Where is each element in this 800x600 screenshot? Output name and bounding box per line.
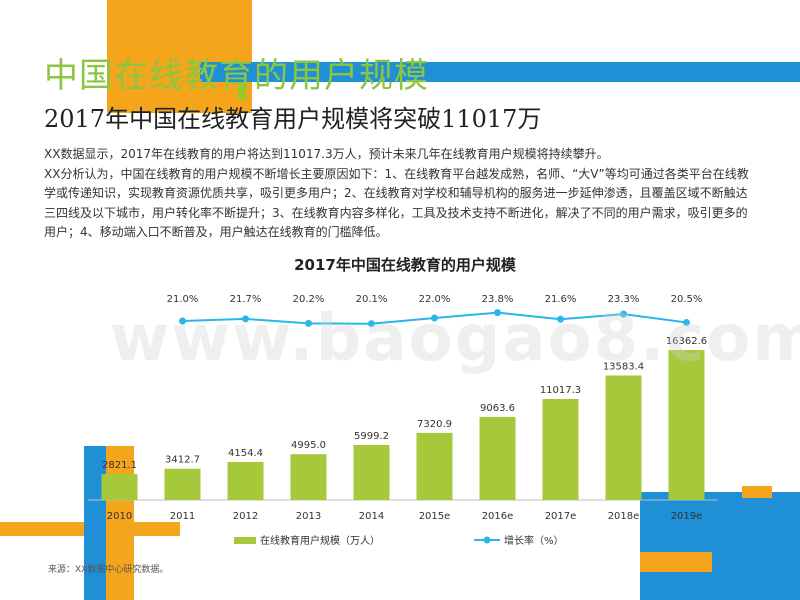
bar-value-label: 2821.1 bbox=[102, 460, 137, 471]
growth-rate-label: 21.0% bbox=[167, 294, 199, 305]
decorative-orange-strip bbox=[640, 552, 712, 572]
bar-series: 2821.1 3412.7 4154.4 4995.0 5999.2 7320.9 9063… bbox=[101, 336, 707, 500]
bar-value-label: 13583.4 bbox=[603, 361, 644, 372]
bar-2016e bbox=[479, 416, 516, 500]
bar-2012 bbox=[227, 461, 264, 500]
x-tick-label: 2015e bbox=[419, 511, 451, 522]
bar-value-label: 3412.7 bbox=[165, 455, 200, 466]
bar-value-label: 11017.3 bbox=[540, 385, 581, 396]
decorative-orange-column bbox=[106, 446, 134, 600]
decorative-orange-block bbox=[107, 0, 252, 113]
legend-line-marker bbox=[483, 536, 491, 544]
x-tick-label: 2017e bbox=[545, 511, 577, 522]
growth-rate-label: 21.6% bbox=[545, 294, 577, 305]
x-tick-label: 2012 bbox=[233, 511, 258, 522]
bar-2015e bbox=[416, 432, 453, 500]
legend-bar-swatch bbox=[234, 537, 256, 544]
chart-title: 2017年中国在线教育的用户规模 bbox=[294, 256, 517, 274]
growth-rate-point bbox=[494, 309, 501, 317]
growth-rate-label: 23.3% bbox=[608, 294, 640, 305]
growth-rate-point bbox=[242, 315, 249, 323]
bar-2018e bbox=[605, 375, 642, 500]
legend-bar-label: 在线教育用户规模（万人） bbox=[260, 534, 380, 547]
bar-2011 bbox=[164, 468, 201, 500]
growth-rate-label: 20.2% bbox=[293, 294, 325, 305]
bar-value-label: 4995.0 bbox=[291, 440, 326, 451]
growth-rate-label: 21.7% bbox=[230, 294, 262, 305]
bar-value-label: 16362.6 bbox=[666, 336, 707, 347]
legend: 在线教育用户规模（万人） 增长率（%） bbox=[234, 534, 564, 547]
growth-rate-point bbox=[431, 314, 438, 322]
body-paragraph-2: XX分析认为，中国在线教育的用户规模不断增长主要原因如下：1、在线教育平台越发成… bbox=[44, 166, 749, 240]
growth-rate-point bbox=[305, 319, 312, 327]
line-series: 21.0% 21.7% 20.2% 20.1% 22.0% 23.8% 21.6% 23.3%… bbox=[167, 294, 703, 328]
page-subtitle: 2017年中国在线教育用户规模将突破11017万 bbox=[44, 105, 542, 133]
growth-rate-point bbox=[620, 310, 627, 318]
x-axis-ticks: 2010 2011 2012 2013 2014 2015e 2016e 2017e 2018e… bbox=[107, 511, 703, 522]
bar-value-label: 5999.2 bbox=[354, 431, 389, 442]
bar-2013 bbox=[290, 454, 327, 500]
x-tick-label: 2013 bbox=[296, 511, 321, 522]
source-note: 来源：XX数据中心研究数据。 bbox=[48, 565, 169, 575]
x-tick-label: 2011 bbox=[170, 511, 195, 522]
bar-2010 bbox=[101, 474, 138, 500]
decorative-orange-small bbox=[742, 486, 772, 498]
body-paragraph-1: XX数据显示，2017年在线教育的用户将达到11017.3万人，预计未来几年在线… bbox=[44, 147, 609, 161]
bar-2017e bbox=[542, 399, 579, 500]
growth-rate-point bbox=[368, 320, 375, 328]
bar-2019e bbox=[668, 350, 705, 500]
decorative-blue-block bbox=[640, 492, 800, 600]
growth-rate-label: 23.8% bbox=[482, 294, 514, 305]
bar-value-label: 4154.4 bbox=[228, 448, 263, 459]
x-tick-label: 2019e bbox=[671, 511, 703, 522]
page-title: 中国在线教育的用户规模 bbox=[44, 56, 429, 96]
decorative-green-mark bbox=[238, 84, 246, 100]
x-tick-label: 2016e bbox=[482, 511, 514, 522]
bar-value-label: 9063.6 bbox=[480, 403, 515, 414]
x-tick-label: 2010 bbox=[107, 511, 132, 522]
growth-rate-point bbox=[557, 315, 564, 323]
x-tick-label: 2014 bbox=[359, 511, 384, 522]
legend-line-label: 增长率（%） bbox=[504, 534, 564, 547]
decorative-blue-band bbox=[200, 62, 800, 82]
decorative-blue-column bbox=[84, 446, 106, 600]
growth-rate-point bbox=[683, 319, 690, 326]
growth-rate-label: 22.0% bbox=[419, 294, 451, 305]
growth-rate-point bbox=[179, 317, 186, 325]
bar-value-label: 7320.9 bbox=[417, 419, 452, 430]
growth-rate-label: 20.5% bbox=[671, 294, 703, 305]
body-text: XX数据显示，2017年在线教育的用户将达到11017.3万人，预计未来几年在线… bbox=[44, 145, 756, 243]
growth-rate-label: 20.1% bbox=[356, 294, 388, 305]
x-tick-label: 2018e bbox=[608, 511, 640, 522]
bar-2014 bbox=[353, 445, 390, 500]
